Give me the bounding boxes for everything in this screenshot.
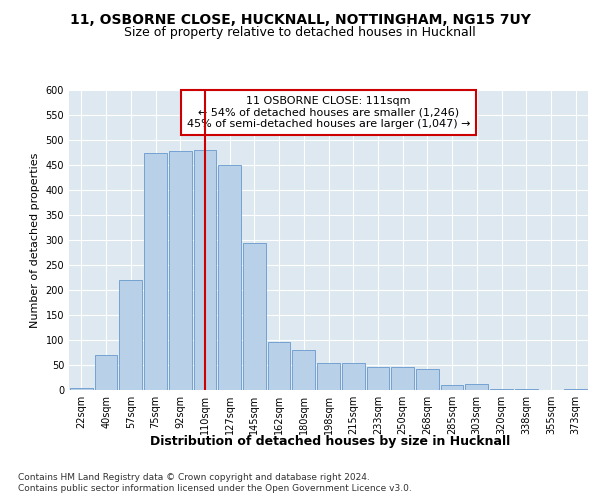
Text: 11 OSBORNE CLOSE: 111sqm
← 54% of detached houses are smaller (1,246)
45% of sem: 11 OSBORNE CLOSE: 111sqm ← 54% of detach… [187, 96, 470, 129]
Bar [70, 388, 93, 390]
Bar [292, 350, 315, 390]
Bar [367, 366, 389, 390]
Text: Contains public sector information licensed under the Open Government Licence v3: Contains public sector information licen… [18, 484, 412, 493]
Bar [169, 151, 191, 390]
Bar [243, 242, 266, 390]
Bar [194, 150, 216, 390]
Bar [466, 384, 488, 390]
Text: Size of property relative to detached houses in Hucknall: Size of property relative to detached ho… [124, 26, 476, 39]
Bar [268, 342, 290, 390]
Bar [317, 362, 340, 390]
Text: Contains HM Land Registry data © Crown copyright and database right 2024.: Contains HM Land Registry data © Crown c… [18, 472, 370, 482]
Text: Distribution of detached houses by size in Hucknall: Distribution of detached houses by size … [150, 435, 510, 448]
Bar [342, 362, 365, 390]
Bar [441, 385, 463, 390]
Bar [391, 366, 414, 390]
Y-axis label: Number of detached properties: Number of detached properties [30, 152, 40, 328]
Bar [119, 280, 142, 390]
Bar [515, 389, 538, 390]
Bar [144, 152, 167, 390]
Bar [416, 369, 439, 390]
Bar [564, 389, 587, 390]
Text: 11, OSBORNE CLOSE, HUCKNALL, NOTTINGHAM, NG15 7UY: 11, OSBORNE CLOSE, HUCKNALL, NOTTINGHAM,… [70, 12, 530, 26]
Bar [95, 355, 118, 390]
Bar [490, 388, 513, 390]
Bar [218, 165, 241, 390]
